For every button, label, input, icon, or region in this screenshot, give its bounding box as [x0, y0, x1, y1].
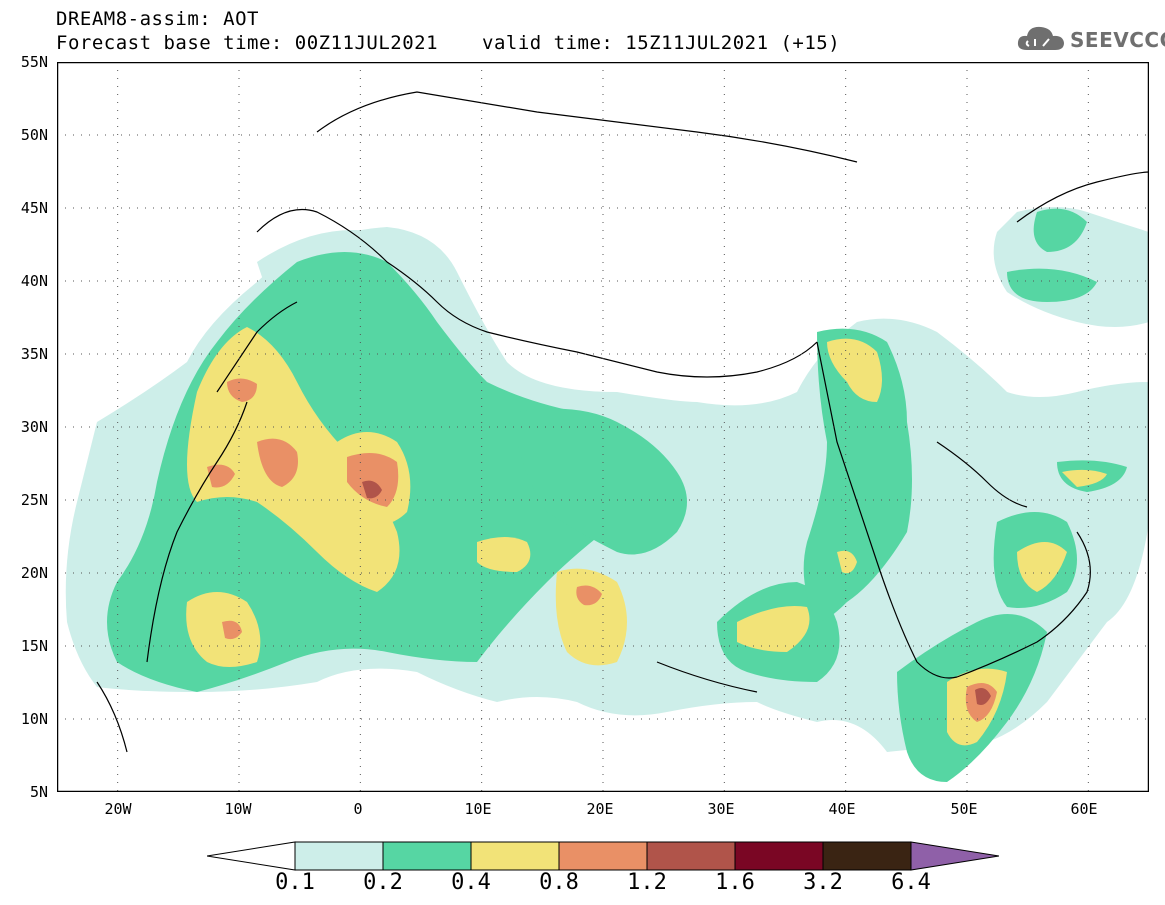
lat-label: 20N — [20, 564, 48, 582]
map-frame — [57, 62, 1149, 792]
colorbar-label: 0.8 — [539, 870, 579, 895]
colorbar-label: 3.2 — [803, 870, 843, 895]
lon-label: 20W — [104, 800, 132, 818]
aot-level-1.2 — [362, 480, 991, 705]
colorbar-box — [558, 841, 648, 871]
colorbar-label: 0.4 — [451, 870, 491, 895]
colorbar-box — [294, 841, 384, 871]
lat-label: 30N — [20, 418, 48, 436]
lon-label: 50E — [950, 800, 978, 818]
coastlines — [96, 91, 1149, 753]
colorbar-box — [734, 841, 824, 871]
lat-label: 40N — [20, 272, 48, 290]
seevccc-logo: SEEVCCC — [1015, 22, 1165, 58]
colorbar-label: 6.4 — [891, 870, 931, 895]
lat-label: 5N — [29, 783, 48, 801]
lat-label: 50N — [20, 126, 48, 144]
lat-label: 25N — [20, 491, 48, 509]
lon-label: 20E — [586, 800, 614, 818]
lat-label: 10N — [20, 710, 48, 728]
colorbar-label: 1.2 — [627, 870, 667, 895]
lon-label: 60E — [1070, 800, 1098, 818]
colorbar-box — [822, 841, 912, 871]
colorbar-left-arrow — [207, 841, 296, 871]
map-title: DREAM8-assim: AOT — [56, 8, 259, 30]
lat-label: 35N — [20, 345, 48, 363]
cloud-icon — [1017, 26, 1064, 50]
lon-label: 30E — [707, 800, 735, 818]
colorbar-box — [646, 841, 736, 871]
lon-label: 40E — [828, 800, 856, 818]
lon-label: 10W — [224, 800, 252, 818]
colorbar-label: 0.1 — [275, 870, 315, 895]
colorbar-box — [470, 841, 560, 871]
colorbar-label: 1.6 — [715, 870, 755, 895]
lat-label: 15N — [20, 637, 48, 655]
aot-map — [57, 62, 1149, 792]
colorbar-right-arrow — [910, 841, 999, 871]
colorbar-label: 0.2 — [363, 870, 403, 895]
valid-time: valid time: 15Z11JUL2021 (+15) — [482, 32, 841, 54]
graticule — [57, 62, 1149, 792]
colorbar — [207, 841, 999, 871]
logo-text: SEEVCCC — [1070, 28, 1165, 52]
forecast-base-time: Forecast base time: 00Z11JUL2021 — [56, 32, 439, 54]
lat-label: 45N — [20, 199, 48, 217]
lon-label: 0 — [353, 800, 363, 818]
lat-label: 55N — [20, 53, 48, 71]
colorbar-box — [382, 841, 472, 871]
lon-label: 10E — [464, 800, 492, 818]
